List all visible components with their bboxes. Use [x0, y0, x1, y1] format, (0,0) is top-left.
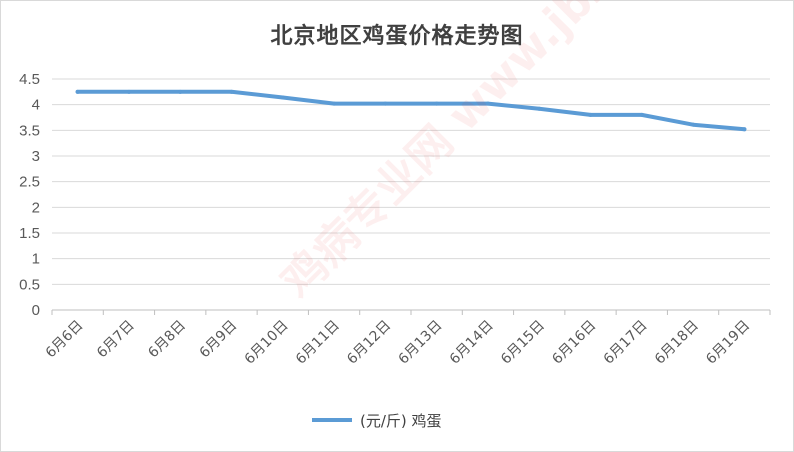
x-tick-label: 6月14日	[447, 318, 497, 368]
x-tick-label: 6月8日	[145, 318, 189, 362]
x-tick-label: 6月15日	[498, 318, 548, 368]
legend-swatch	[312, 418, 352, 422]
data-point	[229, 89, 234, 94]
data-point	[280, 95, 285, 100]
data-point	[383, 101, 388, 106]
x-tick-label: 6月12日	[344, 318, 394, 368]
y-tick-label: 3	[32, 148, 40, 165]
series-group	[75, 89, 747, 132]
data-point	[332, 101, 337, 106]
x-tick-label: 6月17日	[601, 318, 651, 368]
y-tick-label: 0.5	[19, 276, 40, 293]
data-point	[588, 112, 593, 117]
x-tick-label: 6月19日	[703, 318, 753, 368]
data-point	[639, 112, 644, 117]
y-tick-label: 4	[32, 97, 40, 114]
gridlines	[51, 78, 771, 315]
data-point	[537, 106, 542, 111]
y-tick-label: 1	[32, 251, 40, 268]
data-point	[485, 101, 490, 106]
data-point	[178, 89, 183, 94]
series-line	[75, 89, 747, 132]
x-tick-label: 6月16日	[549, 318, 599, 368]
data-point	[126, 89, 131, 94]
x-tick-label: 6月7日	[94, 318, 138, 362]
legend-label: (元/斤) 鸡蛋	[360, 411, 442, 430]
watermark: 鸡病专业网 www.jbzyw.com	[272, 0, 753, 308]
x-tick-label: 6月6日	[43, 318, 87, 362]
y-tick-label: 1.5	[19, 225, 40, 242]
data-point	[742, 127, 747, 132]
x-tick-label: 6月10日	[242, 318, 292, 368]
x-tick-label: 6月9日	[197, 318, 241, 362]
data-point	[691, 122, 696, 127]
y-tick-label: 2	[32, 199, 40, 216]
y-tick-label: 4.5	[19, 71, 40, 88]
legend: (元/斤) 鸡蛋	[312, 409, 442, 431]
chart-title: 北京地区鸡蛋价格走势图	[270, 24, 524, 49]
y-tick-labels: 0 0.5 1 1.5 2 2.5 3 3.5 4 4.5	[19, 71, 40, 319]
x-tick-label: 6月18日	[652, 318, 702, 368]
y-tick-label: 0	[32, 302, 40, 319]
data-point	[434, 101, 439, 106]
y-tick-label: 3.5	[19, 122, 40, 139]
x-tick-label: 6月11日	[293, 318, 343, 368]
x-tick-label: 6月13日	[395, 318, 445, 368]
x-tick-labels: 6月6日 6月7日 6月8日 6月9日 6月10日 6月11日 6月12日 6月13日 6月14…	[43, 318, 753, 368]
y-tick-label: 2.5	[19, 174, 40, 191]
data-point	[75, 89, 80, 94]
